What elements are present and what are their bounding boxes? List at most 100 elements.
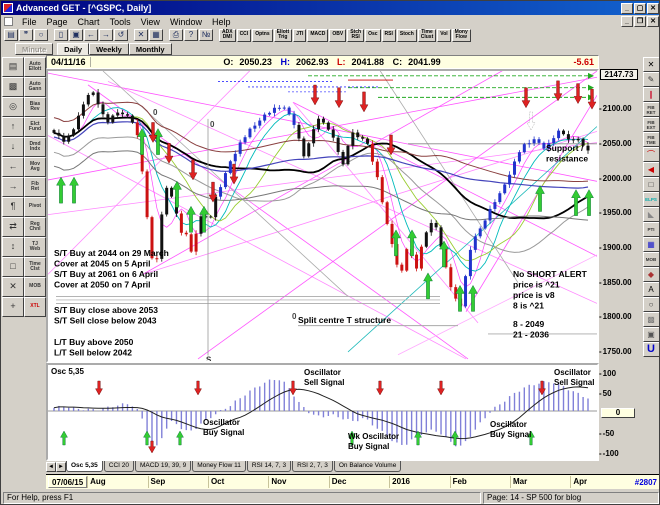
fib-extension-tool[interactable]: FIB EXT: [642, 117, 659, 132]
print-button[interactable]: ⎙: [169, 29, 183, 41]
left-tool-auto-ellott[interactable]: Auto Ellott: [24, 57, 46, 77]
left-tool-icon-10[interactable]: ↕: [2, 237, 24, 257]
ellipse-tool[interactable]: ELPS: [642, 192, 659, 207]
rectangle-tool[interactable]: □: [642, 177, 659, 192]
price-chart-area[interactable]: S 0 0 0 S/T Buy at 2044 on 29 March Cover at …: [46, 67, 599, 364]
left-tool-icon-8[interactable]: ¶: [2, 197, 24, 217]
mob-tool[interactable]: MOB: [642, 252, 659, 267]
left-tool-fib-ret[interactable]: Fib Ret: [24, 177, 46, 197]
pencil-tool[interactable]: ✎: [642, 72, 659, 87]
study-button-ellott-trig[interactable]: Ellott Trig: [273, 28, 293, 42]
tab-monthly[interactable]: Monthly: [128, 43, 172, 55]
angle-tool[interactable]: ◣: [642, 207, 659, 222]
cut-button[interactable]: ✕: [134, 29, 148, 41]
study-button-jti[interactable]: JTI: [293, 28, 307, 42]
study-tab-rsi-14-7-3[interactable]: RSI 14, 7, 3: [246, 461, 292, 472]
save-button[interactable]: ▣: [69, 29, 83, 41]
left-tool-icon-4[interactable]: ↑: [2, 117, 24, 137]
left-tool-mov-avg[interactable]: Mov Avg: [24, 157, 46, 177]
study-button-macd[interactable]: MACD: [307, 28, 329, 42]
text-tool[interactable]: A: [642, 282, 659, 297]
close-button[interactable]: ✕: [647, 2, 659, 14]
left-tool-icon-7[interactable]: →: [2, 177, 24, 197]
study-tab-cci-20[interactable]: CCI 20: [103, 461, 134, 472]
left-tool-icon-9[interactable]: ⇄: [2, 217, 24, 237]
megaphone-tool[interactable]: ◀: [642, 162, 659, 177]
study-tab-osc-5-35[interactable]: Osc 5,35: [66, 461, 103, 472]
gann-tool[interactable]: ⌒: [642, 147, 659, 162]
study-button-obv[interactable]: OBV: [329, 28, 347, 42]
study-button-cci[interactable]: CCI: [236, 28, 252, 42]
study-tab-rsi-2-7-3[interactable]: RSI 2, 7, 3: [292, 461, 333, 472]
left-tool-icon-11[interactable]: □: [2, 257, 24, 277]
menu-page[interactable]: Page: [46, 16, 68, 27]
quote-date[interactable]: 04/11/16: [47, 57, 91, 67]
copy-tool[interactable]: ▣: [642, 327, 659, 342]
child-close-button[interactable]: ✕: [647, 16, 659, 27]
trendline-tool[interactable]: ∥: [642, 87, 659, 102]
study-button-adx-dmi[interactable]: ADX DMI: [219, 28, 236, 42]
left-tool-icon-2[interactable]: ▩: [2, 77, 24, 97]
grid-tool[interactable]: ▦: [642, 237, 659, 252]
study-button-vol[interactable]: Vol: [437, 28, 451, 42]
oscillator-panel[interactable]: Osc 5,35 Oscillator Sell Signal Oscillator S…: [46, 363, 599, 461]
left-tool-icon-13[interactable]: +: [2, 297, 24, 317]
undo-tool[interactable]: U: [642, 342, 659, 357]
context-help-button[interactable]: №: [199, 29, 213, 41]
study-tab-macd-19-39-9[interactable]: MACD 19, 39, 9: [134, 461, 192, 472]
left-tool-xtl[interactable]: XTL: [24, 297, 46, 317]
menu-chart[interactable]: Chart: [77, 16, 100, 27]
left-tool-auto-gann[interactable]: Auto Gann: [24, 77, 46, 97]
fib-retracement-tool[interactable]: FIB RET: [642, 102, 659, 117]
magnify-tool[interactable]: ○: [642, 297, 659, 312]
fib-time-tool[interactable]: FIB TME: [642, 132, 659, 147]
left-tool-icon-5[interactable]: ↓: [2, 137, 24, 157]
left-tool-dmd-indx[interactable]: Dmd Indx: [24, 137, 46, 157]
left-tool-reg-chnl[interactable]: Reg Chnl: [24, 217, 46, 237]
maximize-button[interactable]: ▢: [634, 2, 646, 14]
menu-view[interactable]: View: [140, 16, 160, 27]
left-tool-bias-rev[interactable]: Bias Rev: [24, 97, 46, 117]
left-tool-pivot[interactable]: Pivot: [24, 197, 46, 217]
left-tool-icon-1[interactable]: ▤: [2, 57, 24, 77]
study-button-rsi[interactable]: RSI: [381, 28, 396, 42]
back-button[interactable]: ←: [84, 29, 98, 41]
left-tool-icon-12[interactable]: ✕: [2, 277, 24, 297]
paste-button[interactable]: ▦: [149, 29, 163, 41]
open-chart-button[interactable]: ▤: [4, 29, 18, 41]
zoom-button[interactable]: ○: [34, 29, 48, 41]
menu-help[interactable]: Help: [211, 16, 231, 27]
tab-scroll-left[interactable]: ◄: [46, 462, 56, 472]
study-tab-on-balance-volume[interactable]: On Balance Volume: [333, 461, 402, 472]
close-chart-button[interactable]: ✕: [642, 57, 659, 72]
child-restore-button[interactable]: ❐: [634, 16, 646, 27]
study-button-mony-flow[interactable]: Mony Flow: [451, 28, 471, 42]
tab-scroll-right[interactable]: ►: [56, 462, 66, 472]
study-button-stoch[interactable]: Stoch: [396, 28, 417, 42]
left-tool-time-clst[interactable]: Time Clst: [24, 257, 46, 277]
study-button-osc[interactable]: Osc: [365, 28, 381, 42]
pti-tool[interactable]: PTI: [642, 222, 659, 237]
forward-button[interactable]: →: [99, 29, 113, 41]
left-tool-mob[interactable]: MOB: [24, 277, 46, 297]
new-button[interactable]: ▯: [54, 29, 68, 41]
left-tool-tj-web[interactable]: TJ Web: [24, 237, 46, 257]
find-tool[interactable]: ◆: [642, 267, 659, 282]
menu-tools[interactable]: Tools: [109, 16, 131, 27]
color-tool[interactable]: ▩: [642, 312, 659, 327]
left-tool-icon-3[interactable]: ◎: [2, 97, 24, 117]
study-button-time-clust[interactable]: Time Clust: [417, 28, 437, 42]
study-button-stch-rsi[interactable]: Stch RSI: [347, 28, 365, 42]
study-tab-money-flow-11[interactable]: Money Flow 11: [192, 461, 246, 472]
menu-window[interactable]: Window: [169, 16, 202, 27]
study-button-optns[interactable]: Optns: [252, 28, 273, 42]
refresh-button[interactable]: ↺: [114, 29, 128, 41]
start-date-box[interactable]: 07/06/15: [48, 476, 88, 488]
minimize-button[interactable]: _: [621, 2, 633, 14]
tab-daily[interactable]: Daily: [57, 43, 90, 55]
left-tool-elct-fund[interactable]: Elct Fund: [24, 117, 46, 137]
menu-file[interactable]: File: [22, 16, 37, 27]
child-minimize-button[interactable]: _: [621, 16, 633, 27]
